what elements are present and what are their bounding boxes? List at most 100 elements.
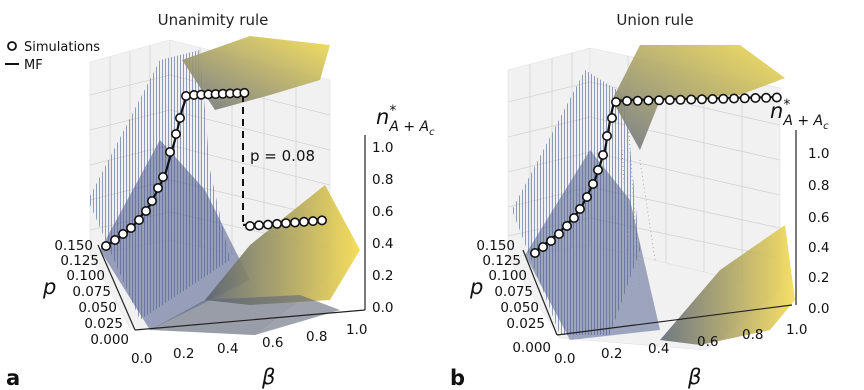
legend-simulations-label: Simulations <box>24 40 100 55</box>
panel-b-surface-lower-body <box>525 150 660 340</box>
panel-b-beta-tick: 1.0 <box>786 322 807 338</box>
panel-b-beta-tick: 0.0 <box>554 351 575 367</box>
panel-a-beta-ticks: 0.0 0.2 0.4 0.6 0.8 1.0 <box>131 322 367 367</box>
legend: Simulations MF <box>5 40 100 73</box>
panel-a-axes <box>97 135 366 331</box>
panel-a-beta-tick: 0.2 <box>173 346 194 362</box>
panel-a-zlabel: n* A + Ac <box>376 103 435 138</box>
legend-simulations-marker <box>7 41 17 51</box>
simulation-point <box>568 213 579 224</box>
panel-b-beta-tick: 0.4 <box>648 341 669 357</box>
panel-b-beta-tick: 0.6 <box>697 334 718 350</box>
panel-a-p-tick: 0.025 <box>84 316 123 332</box>
panel-a-title: Unanimity rule <box>158 11 269 29</box>
panel-a-p-tick: 0.100 <box>66 268 105 284</box>
panel-b-p-ticks: 0.150 0.125 0.100 0.075 0.050 0.025 0.00… <box>476 238 551 356</box>
simulation-point <box>581 192 592 203</box>
panel-a-simulation-points <box>101 87 327 252</box>
panel-b-p-tick: 0.000 <box>512 340 551 356</box>
simulation-point <box>141 206 152 217</box>
panel-a-n-tick: 0.0 <box>372 300 393 316</box>
panel-b: Union rule <box>450 11 829 390</box>
panel-b-label: b <box>450 366 465 390</box>
panel-b-p-tick: 0.150 <box>476 238 515 254</box>
panel-b-zlabel-text: n* A + Ac <box>770 97 829 132</box>
panel-b-n-tick: 0.6 <box>808 210 829 226</box>
simulation-point <box>175 113 186 124</box>
panel-a-ylabel: p <box>42 275 56 299</box>
panel-a-beta-tick: 0.6 <box>262 335 283 351</box>
panel-b-p-tick: 0.050 <box>500 300 539 316</box>
simulation-point <box>280 218 291 229</box>
panel-b-ylabel: p <box>469 275 483 299</box>
simulation-point <box>592 165 603 176</box>
panel-a-p-tick: 0.075 <box>72 284 111 300</box>
simulation-point <box>239 87 250 98</box>
panel-b-p-tick: 0.125 <box>482 253 521 269</box>
simulation-point <box>597 150 608 161</box>
simulation-point <box>761 92 772 103</box>
panel-a-p-ticks: 0.150 0.125 0.100 0.075 0.050 0.025 0.00… <box>54 238 129 348</box>
simulation-point <box>553 229 564 240</box>
panel-a: Unanimity rule <box>6 11 435 390</box>
panel-a-n-ticks: 1.0 0.8 0.6 0.4 0.2 0.0 <box>372 140 393 316</box>
panel-b-n-tick: 0.2 <box>808 270 829 286</box>
simulation-point <box>545 236 556 247</box>
simulation-point <box>601 131 612 142</box>
simulation-point <box>126 223 137 234</box>
simulation-point <box>171 129 182 140</box>
simulation-point <box>675 94 686 105</box>
panel-b-xlabel: β <box>687 365 701 389</box>
panel-b-beta-tick: 0.2 <box>601 346 622 362</box>
panel-a-surface-lower-body <box>100 140 250 330</box>
simulation-point <box>610 97 621 108</box>
simulation-point <box>664 95 675 106</box>
panel-a-beta-tick: 0.0 <box>131 351 152 367</box>
panel-a-n-tick: 0.4 <box>372 236 393 252</box>
panel-b-p-tick: 0.100 <box>488 268 527 284</box>
simulation-point <box>254 220 265 231</box>
panel-b-title: Union rule <box>616 11 693 29</box>
simulation-point <box>739 93 750 104</box>
panel-b-n-ticks: 1.0 0.8 0.6 0.4 0.2 0.0 <box>808 146 829 317</box>
simulation-point <box>316 215 327 226</box>
panel-a-annotation: p = 0.08 <box>250 147 315 165</box>
simulation-point <box>750 93 761 104</box>
simulation-point <box>771 92 782 103</box>
simulation-point <box>606 113 617 124</box>
panel-b-n-tick: 1.0 <box>808 146 829 162</box>
simulation-point <box>707 94 718 105</box>
panel-b-beta-tick: 0.8 <box>742 327 763 343</box>
simulation-point <box>101 241 112 252</box>
panel-a-xlabel: β <box>261 365 275 389</box>
simulation-point <box>728 93 739 104</box>
panel-a-zlabel-text: n* A + Ac <box>376 103 435 138</box>
panel-a-n-tick: 0.2 <box>372 268 393 284</box>
panel-b-surface-right <box>660 225 795 345</box>
simulation-point <box>307 216 318 227</box>
panel-b-axes <box>522 130 797 336</box>
simulation-point <box>718 93 729 104</box>
simulation-point <box>289 217 300 228</box>
simulation-point <box>158 172 169 183</box>
simulation-point <box>153 183 164 194</box>
simulation-point <box>686 94 697 105</box>
panel-a-n-tick: 1.0 <box>372 140 393 156</box>
panel-a-n-tick: 0.8 <box>372 172 393 188</box>
panel-b-n-tick: 0.0 <box>808 301 829 317</box>
panel-a-p-tick: 0.150 <box>54 238 93 254</box>
panel-b-n-tick: 0.4 <box>808 240 829 256</box>
simulation-point <box>587 179 598 190</box>
panel-b-n-tick: 0.8 <box>808 178 829 194</box>
simulation-point <box>147 196 158 207</box>
simulation-point <box>134 215 145 226</box>
panel-a-p-tick: 0.000 <box>90 332 129 348</box>
simulation-point <box>181 91 192 102</box>
panel-b-simulation-points <box>529 92 782 259</box>
panel-a-beta-tick: 0.8 <box>306 329 327 345</box>
simulation-point <box>561 221 572 232</box>
simulation-point <box>118 229 129 240</box>
simulation-point <box>643 95 654 106</box>
simulation-point <box>165 147 176 158</box>
